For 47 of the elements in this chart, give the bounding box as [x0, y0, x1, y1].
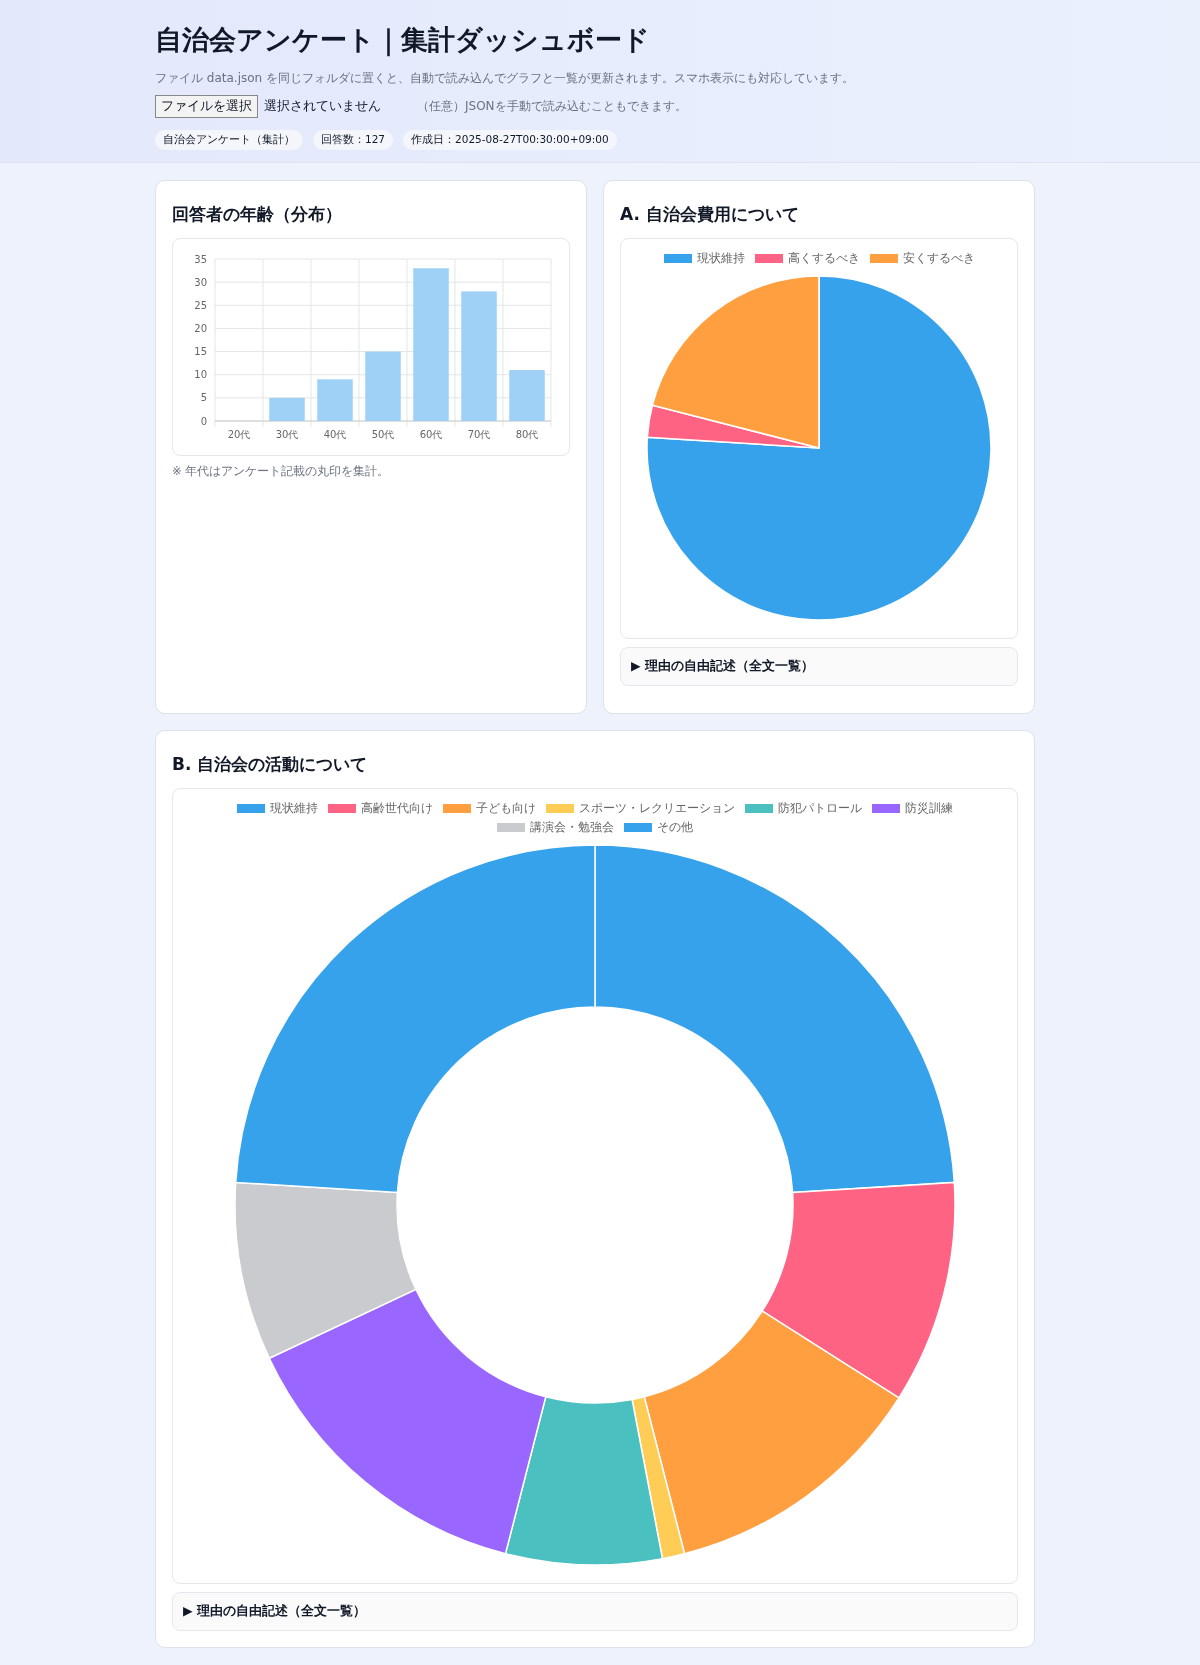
bar: [461, 291, 497, 421]
y-tick-label: 20: [194, 322, 207, 334]
bar: [269, 397, 305, 421]
legend-label: 子ども向け: [475, 801, 536, 816]
legend-label: スポーツ・レクリエーション: [578, 801, 735, 816]
text: ファイル data.json を同じフォルダに置くと、自動で読み込んでグラフと一覧が更新されます。スマホ表示にも対応しています。: [155, 70, 855, 87]
text: ▶ 理由の自由記述（全文一覧）: [620, 647, 1018, 686]
legend-label: 現状維持: [695, 251, 745, 266]
chart-title: 回答者の年齢（分布）: [172, 203, 343, 226]
text: 自治会アンケート｜集計ダッシュボード: [155, 23, 651, 59]
text: 作成日：2025-08-27T00:30:00+09:00: [403, 130, 617, 150]
y-tick-label: 25: [194, 299, 207, 311]
legend-label: 高齢世代向け: [360, 801, 433, 816]
bar: [317, 379, 353, 421]
chart-title: A. 自治会費用について: [620, 203, 800, 226]
y-tick-label: 30: [194, 276, 207, 288]
x-tick-label: 30代: [275, 429, 299, 440]
x-tick-label: 40代: [323, 429, 347, 440]
legend-label: 防災訓練: [904, 801, 953, 816]
text: ▶ 理由の自由記述（全文一覧）: [172, 1592, 1018, 1631]
bar: [365, 351, 401, 421]
text: （任意）JSONを手動で読み込むこともできます。: [417, 98, 687, 115]
x-tick-label: 60代: [419, 429, 443, 440]
y-tick-label: 15: [194, 346, 207, 358]
legend-label: 安くするべき: [901, 251, 975, 266]
pie-slice: [646, 275, 992, 621]
x-tick-label: 20代: [227, 429, 251, 440]
y-tick-label: 35: [194, 253, 207, 265]
y-tick-label: 0: [200, 415, 207, 427]
legend-label: 防犯パトロール: [777, 801, 862, 816]
text: ※ 年代はアンケート記載の丸印を集計。: [172, 464, 391, 479]
x-tick-label: 80代: [515, 429, 539, 440]
y-tick-label: 10: [194, 369, 207, 381]
legend-label: その他: [656, 820, 693, 835]
text: 自治会アンケート（集計）: [155, 130, 303, 150]
x-tick-label: 50代: [371, 429, 395, 440]
chart-title: B. 自治会の活動について: [172, 753, 369, 776]
bar: [509, 370, 545, 421]
y-tick-label: 5: [200, 392, 207, 404]
text: 選択されていません: [264, 98, 381, 115]
text: 回答数：127: [313, 130, 394, 150]
legend-label: 講演会・勉強会: [529, 820, 614, 835]
text: ファイルを選択: [155, 95, 258, 118]
x-tick-label: 70代: [467, 429, 491, 440]
bar: [413, 268, 449, 421]
legend-label: 現状維持: [269, 801, 318, 816]
legend-label: 高くするべき: [786, 251, 860, 266]
